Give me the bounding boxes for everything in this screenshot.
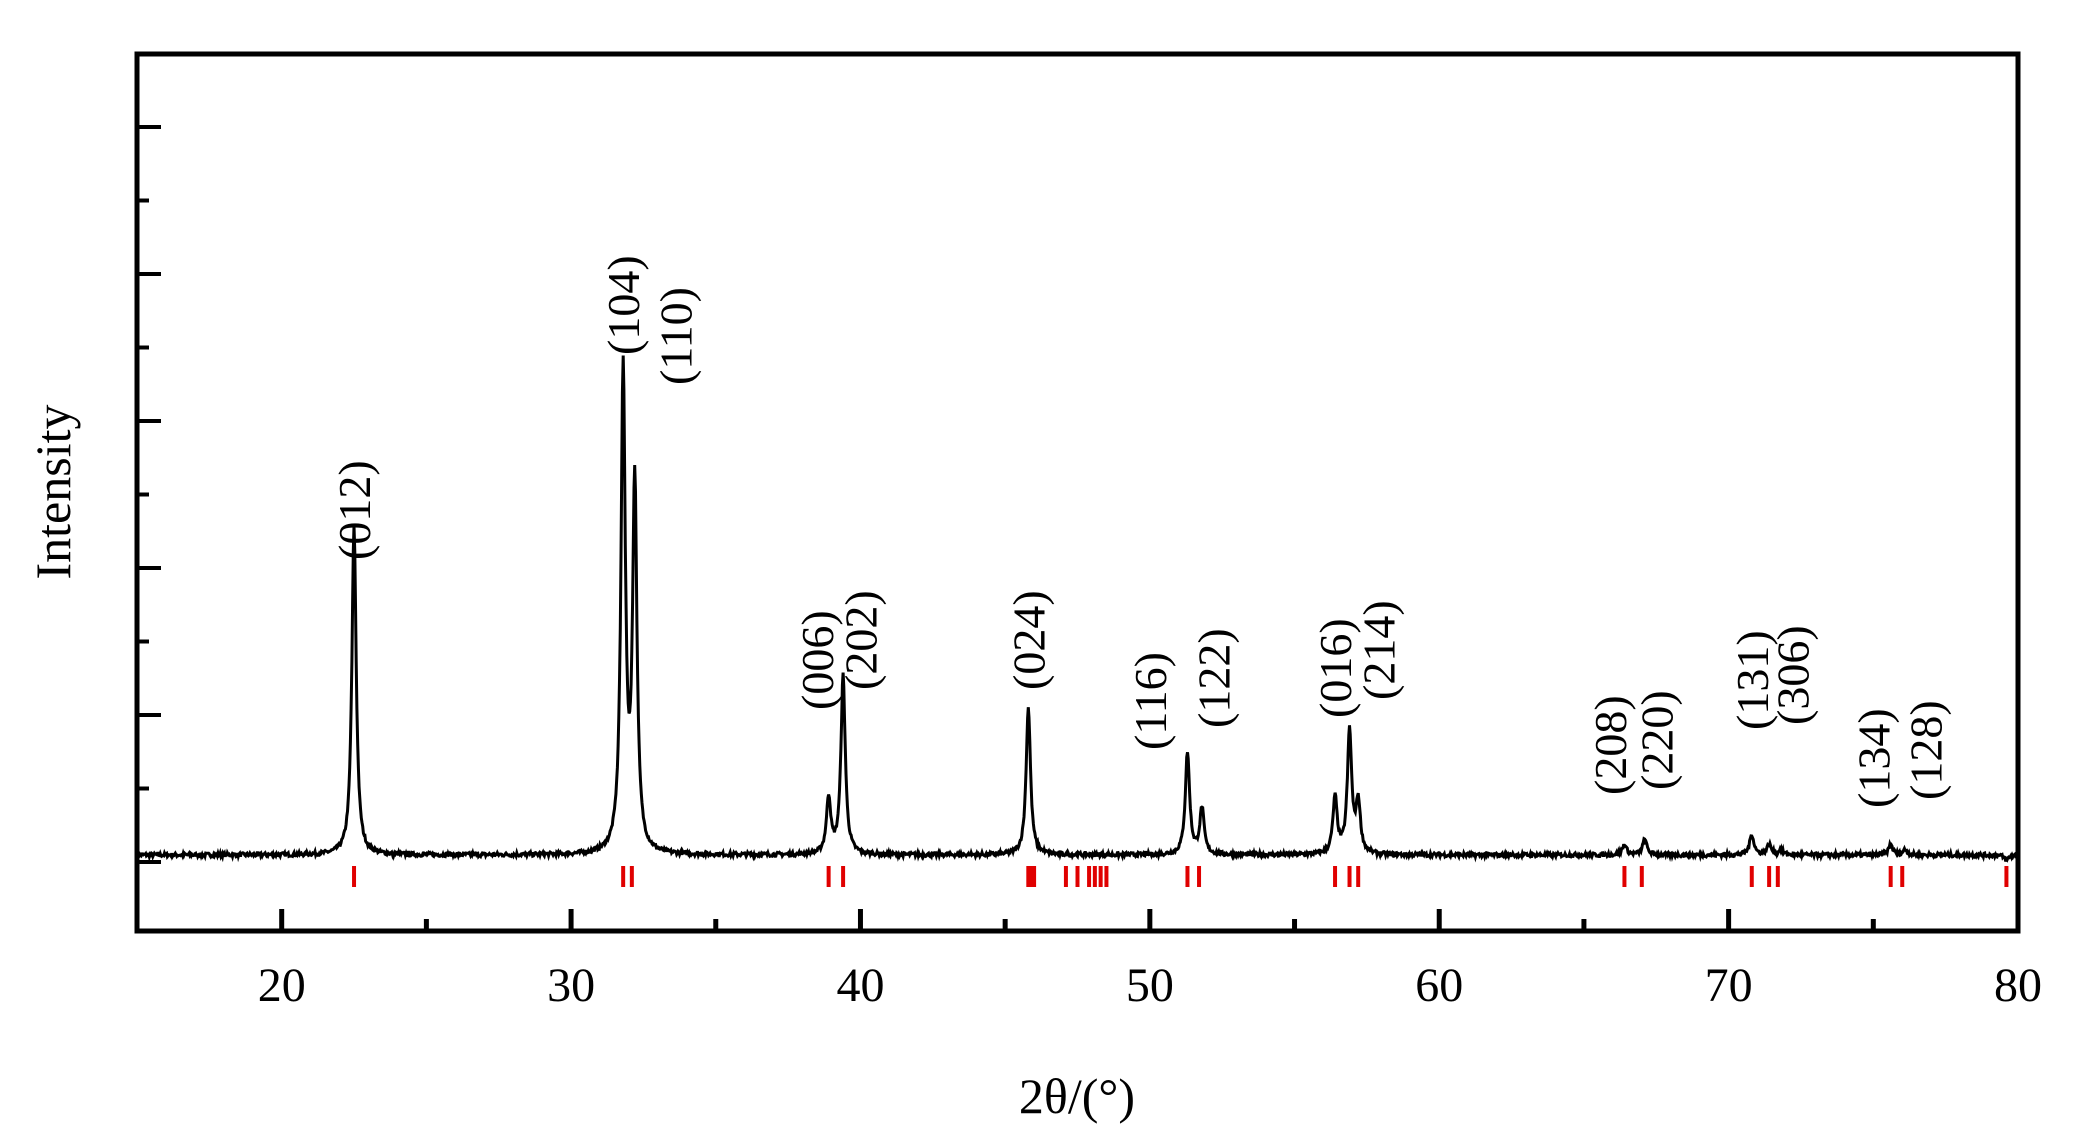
- x-tick-label: 50: [1126, 959, 1174, 1012]
- peak-label: (024): [1003, 590, 1054, 690]
- peak-label: (012): [329, 460, 380, 560]
- peak-label: (131): [1727, 630, 1778, 730]
- x-tick-label: 80: [1994, 959, 2042, 1012]
- x-tick-label: 40: [836, 959, 884, 1012]
- x-tick-label: 30: [547, 959, 595, 1012]
- x-axis-title: 2θ/(°): [1019, 1068, 1135, 1124]
- peak-label: (110): [650, 287, 701, 385]
- peak-label: (116): [1125, 652, 1176, 750]
- xrd-pattern-line: [135, 355, 2019, 863]
- x-tick-label: 70: [1705, 959, 1753, 1012]
- y-axis-title: Intensity: [25, 405, 81, 580]
- peak-label: (208): [1585, 695, 1636, 795]
- peak-labels: (012) (104) (110) (006)(202) (024) (116) (122)…: [329, 255, 1951, 808]
- x-tick-label: 20: [258, 959, 306, 1012]
- peak-label: (104): [598, 255, 649, 355]
- peak-label: (006): [792, 610, 843, 710]
- x-axis-ticks: 20 30 40 50 60 70 80: [258, 909, 2042, 1012]
- x-tick-label: 60: [1415, 959, 1463, 1012]
- peak-label: (016): [1310, 618, 1361, 718]
- peak-label: (306): [1767, 625, 1818, 725]
- reference-lines: [352, 866, 2009, 887]
- peak-label: (128): [1900, 700, 1951, 800]
- peak-label: (122): [1189, 628, 1240, 728]
- peak-label: (134): [1848, 708, 1899, 808]
- peak-label: (214): [1353, 600, 1404, 700]
- peak-label: (202): [835, 590, 886, 690]
- y-axis-ticks: [137, 125, 161, 864]
- plot-frame: [134, 51, 2021, 934]
- peak-label: (220): [1631, 690, 1682, 790]
